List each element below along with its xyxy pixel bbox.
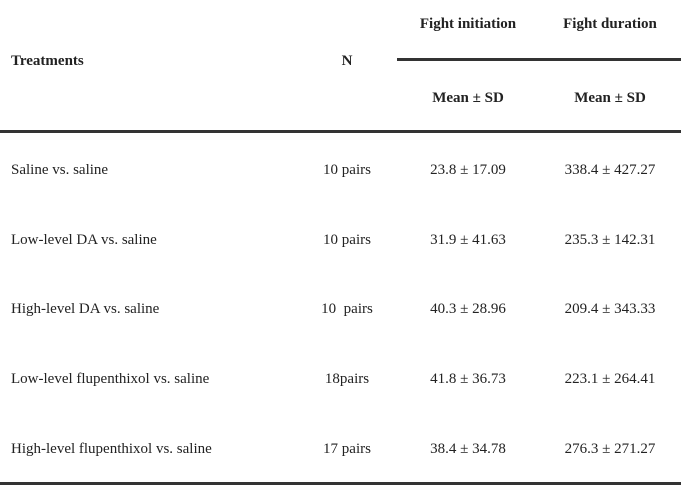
- header-cell: Fight duration: [563, 16, 657, 32]
- table-cell: Low-level flupenthixol vs. saline: [11, 371, 210, 388]
- header-cell: N: [341, 53, 353, 69]
- table-cell: 10 pairs: [323, 231, 371, 248]
- rule: [397, 58, 681, 61]
- table-cell: 223.1 ± 264.41: [564, 371, 656, 388]
- table-cell: 38.4 ± 34.78: [430, 440, 506, 457]
- table-cell: 235.3 ± 142.31: [564, 231, 656, 248]
- table-cell: Saline vs. saline: [11, 162, 109, 178]
- table-cell: 31.9 ± 41.63: [430, 231, 506, 248]
- table-cell: 18pairs: [324, 371, 370, 388]
- table-cell: Low-level DA vs. saline: [11, 231, 157, 248]
- table-cell: 40.3 ± 28.96: [430, 301, 506, 318]
- table-cell: 10 pairs: [323, 162, 371, 178]
- header-cell: Fight initiation: [419, 16, 517, 32]
- table-cell: 17 pairs: [323, 440, 371, 457]
- header-cell: Treatments: [11, 53, 84, 69]
- table-cell: High-level flupenthixol vs. saline: [11, 440, 212, 457]
- table-cell: 209.4 ± 343.33: [564, 301, 656, 318]
- header-cell: Mean ± SD: [432, 90, 504, 106]
- table-cell: 41.8 ± 36.73: [430, 371, 506, 388]
- table-cell: 338.4 ± 427.27: [564, 162, 656, 178]
- table-cell: 10 pairs: [321, 301, 373, 318]
- header-cell: Mean ± SD: [574, 90, 646, 106]
- rule: [0, 130, 681, 133]
- rule: [0, 482, 681, 485]
- table-cell: 276.3 ± 271.27: [564, 440, 656, 457]
- table-cell: 23.8 ± 17.09: [430, 162, 506, 178]
- table-cell: High-level DA vs. saline: [11, 301, 160, 318]
